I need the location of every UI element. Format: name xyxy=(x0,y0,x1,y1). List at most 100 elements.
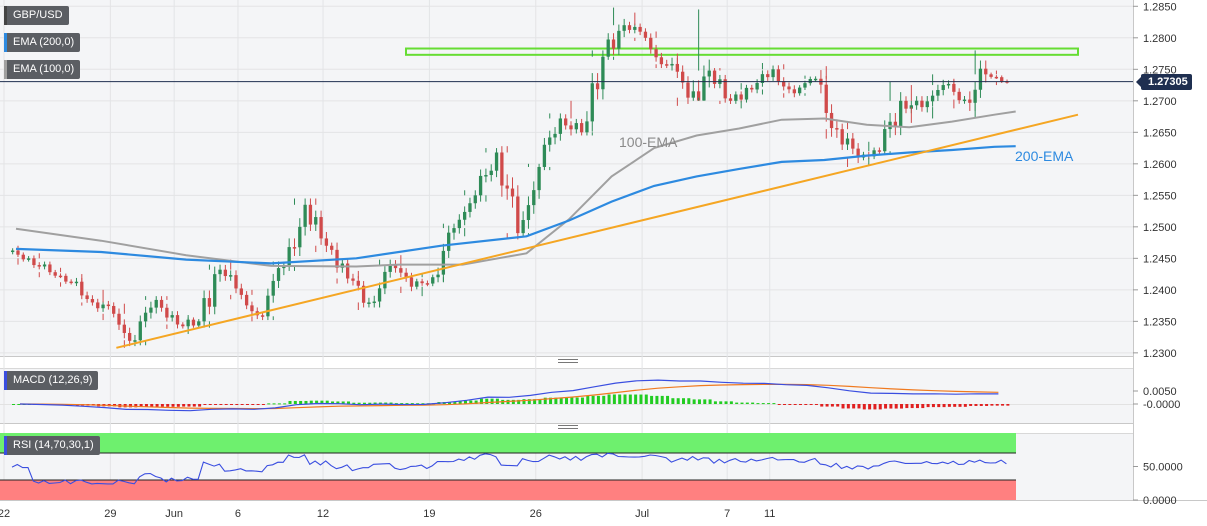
candle xyxy=(447,225,451,258)
macd-bar xyxy=(634,394,638,404)
date-tick-label: 22 xyxy=(0,508,10,520)
rsi-legend-text: RSI (14,70,30,1) xyxy=(13,439,94,451)
macd-bar xyxy=(772,403,776,405)
candle xyxy=(835,119,839,138)
macd-bar xyxy=(926,404,930,408)
macd-bar xyxy=(719,401,723,404)
ema200-legend[interactable]: EMA (200,0) xyxy=(4,33,81,52)
macd-bar xyxy=(570,397,574,404)
rsi-resize-handle[interactable] xyxy=(558,425,578,429)
macd-bar xyxy=(479,398,483,404)
price-tick-label: 1.2450 xyxy=(1143,253,1177,265)
main-panel-bg xyxy=(0,0,1133,356)
candle xyxy=(872,147,876,160)
macd-bar xyxy=(979,404,983,406)
candle xyxy=(787,82,791,94)
macd-bar xyxy=(389,402,393,404)
candle xyxy=(744,84,749,103)
macd-bar xyxy=(846,404,850,409)
macd-bar xyxy=(400,403,404,405)
macd-bar xyxy=(219,404,223,405)
macd-legend[interactable]: MACD (12,26,9) xyxy=(4,371,99,390)
candle xyxy=(510,177,515,208)
rsi-axis-ticks: 50.0000 0.0000 xyxy=(1133,462,1183,507)
macd-line xyxy=(19,379,999,412)
macd-bar xyxy=(942,404,946,408)
candle xyxy=(590,73,594,132)
candle xyxy=(308,198,313,231)
date-tick-label: 11 xyxy=(764,508,775,520)
ema100-swatch xyxy=(4,60,7,79)
ema100-legend[interactable]: EMA (100,0) xyxy=(4,60,81,79)
macd-bar xyxy=(830,404,834,407)
macd-bar xyxy=(272,403,276,405)
candle xyxy=(665,59,669,69)
rsi-legend[interactable]: RSI (14,70,30,1) xyxy=(4,436,100,455)
macd-bar xyxy=(214,404,218,405)
candle xyxy=(824,75,828,122)
macd-bar xyxy=(331,401,335,404)
candle xyxy=(569,121,573,134)
macd-bar xyxy=(788,404,792,405)
macd-bar xyxy=(533,399,537,404)
candle xyxy=(175,311,180,329)
candle xyxy=(643,28,648,41)
macd-bar xyxy=(937,404,941,408)
macd-bar xyxy=(676,398,680,404)
candle xyxy=(617,24,621,55)
candle xyxy=(324,232,329,253)
macd-bar xyxy=(283,403,287,405)
candle xyxy=(425,280,430,287)
macd-bar xyxy=(974,404,978,406)
candle xyxy=(994,75,999,79)
candle xyxy=(351,273,355,286)
macd-bar xyxy=(740,402,744,404)
candle xyxy=(32,255,36,268)
candle xyxy=(792,85,796,98)
candle xyxy=(936,84,940,101)
candle xyxy=(558,113,563,141)
macd-legend-text: MACD (12,26,9) xyxy=(13,374,93,386)
candle xyxy=(431,274,435,287)
macd-bar xyxy=(485,398,489,404)
candle xyxy=(314,210,318,231)
macd-bar xyxy=(687,398,691,404)
macd-bar xyxy=(682,398,686,404)
date-axis-ticks: 22 29 Jun 6 12 19 26 Jul 7 11 xyxy=(0,508,775,520)
price-tick-label: 1.2700 xyxy=(1143,96,1177,108)
candle xyxy=(207,290,212,315)
candle xyxy=(707,59,711,88)
macd-bar xyxy=(756,403,760,405)
candle xyxy=(521,211,525,237)
macd-bar xyxy=(841,404,845,409)
candle xyxy=(782,77,786,91)
macd-resize-handle[interactable] xyxy=(558,359,578,363)
candle xyxy=(914,96,919,110)
macd-bar xyxy=(394,403,398,405)
ema100-line xyxy=(15,110,1016,268)
candle xyxy=(106,300,111,310)
candle xyxy=(968,91,972,111)
macd-bar xyxy=(623,394,627,404)
candle xyxy=(393,260,398,273)
date-tick-label: 6 xyxy=(235,508,241,520)
candle xyxy=(574,118,578,134)
candle xyxy=(452,223,456,240)
candle xyxy=(462,206,467,226)
candle xyxy=(112,302,116,318)
macd-bar xyxy=(203,404,207,405)
candle xyxy=(170,311,174,322)
macd-bar xyxy=(176,404,180,407)
candle xyxy=(42,261,47,270)
macd-bar xyxy=(267,403,271,405)
price-tick-label: 1.2600 xyxy=(1143,159,1177,171)
symbol-label[interactable]: GBP/USD xyxy=(4,6,69,25)
macd-bar xyxy=(708,399,712,404)
macd-bar xyxy=(767,403,771,405)
macd-bar xyxy=(336,401,340,404)
candle xyxy=(686,76,690,104)
candle xyxy=(750,84,754,93)
macd-bar xyxy=(347,401,351,404)
candle xyxy=(143,306,148,328)
candle xyxy=(197,319,201,328)
